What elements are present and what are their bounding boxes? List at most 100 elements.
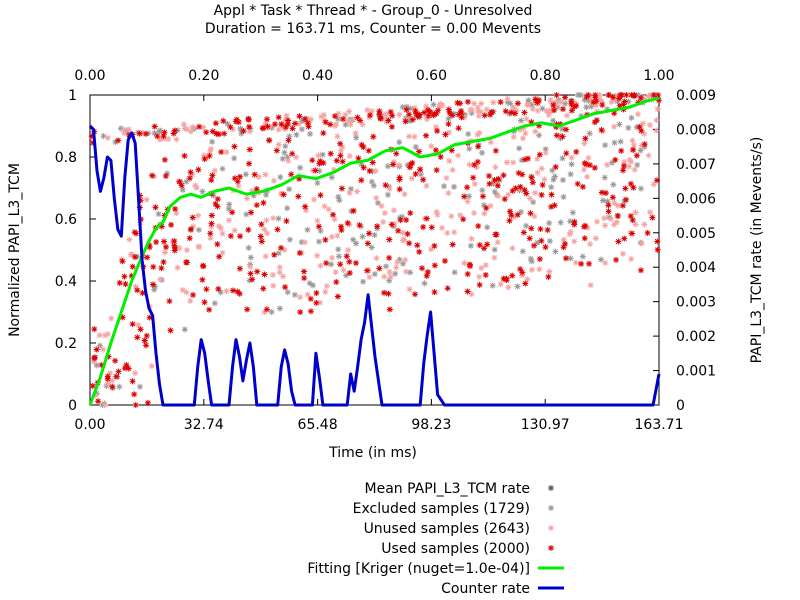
unused-sample-point	[513, 107, 520, 114]
excl-sample-point	[465, 193, 472, 200]
unused-sample-point	[396, 162, 403, 169]
used-sample-point	[461, 193, 468, 200]
used-sample-point	[590, 99, 597, 106]
used-sample-point	[278, 121, 285, 128]
unused-sample-point	[109, 377, 116, 384]
unused-sample-point	[373, 195, 380, 202]
unused-sample-point	[534, 156, 541, 163]
used-sample-point	[366, 230, 373, 237]
excl-sample-point	[317, 227, 324, 234]
used-sample-point	[245, 226, 252, 233]
used-sample-point	[355, 155, 362, 162]
used-sample-point	[320, 159, 327, 166]
unused-sample-point	[432, 123, 439, 130]
used-sample-point	[464, 98, 471, 105]
used-sample-point	[289, 150, 296, 157]
used-sample-point	[515, 169, 522, 176]
excl-sample-point	[530, 199, 537, 206]
used-sample-point	[131, 391, 138, 398]
used-sample-point	[354, 114, 361, 121]
unused-sample-point	[174, 264, 181, 271]
excl-sample-point	[528, 258, 535, 265]
unused-sample-point	[378, 112, 385, 119]
y-left-tick-label: 1	[68, 88, 77, 104]
used-sample-point	[449, 112, 456, 119]
excl-sample-point	[518, 157, 525, 164]
used-sample-point	[520, 229, 527, 236]
unused-sample-point	[382, 115, 389, 122]
used-sample-point	[627, 213, 634, 220]
used-sample-point	[137, 326, 144, 333]
used-sample-point	[221, 130, 228, 137]
used-sample-point	[464, 184, 471, 191]
unused-sample-point	[638, 142, 645, 149]
used-sample-point	[246, 160, 253, 167]
unused-sample-point	[497, 281, 504, 288]
used-sample-point	[280, 191, 287, 198]
excl-sample-point	[368, 244, 375, 251]
used-sample-point	[119, 258, 126, 265]
scatter-points	[88, 92, 662, 408]
y-left-tick-label: 0.6	[55, 212, 77, 228]
used-sample-point	[630, 146, 637, 153]
unused-sample-point	[346, 108, 353, 115]
unused-sample-point	[323, 283, 330, 290]
excl-sample-point	[100, 133, 107, 140]
used-sample-point	[284, 121, 291, 128]
used-sample-point	[251, 171, 258, 178]
used-sample-point	[214, 241, 221, 248]
used-sample-point	[91, 355, 98, 362]
unused-sample-point	[330, 166, 337, 173]
series-lines	[88, 96, 661, 407]
used-sample-point	[598, 127, 605, 134]
unused-sample-point	[541, 176, 548, 183]
used-sample-point	[116, 279, 123, 286]
unused-sample-point	[139, 129, 146, 136]
unused-sample-point	[394, 259, 401, 266]
used-sample-point	[170, 130, 177, 137]
excl-sample-point	[399, 213, 406, 220]
used-sample-point	[214, 203, 221, 210]
used-sample-point	[317, 158, 324, 165]
excl-sample-point	[242, 171, 249, 178]
used-sample-point	[186, 235, 193, 242]
used-sample-point	[655, 97, 662, 104]
used-sample-point	[521, 109, 528, 116]
used-sample-point	[500, 172, 507, 179]
used-sample-point	[339, 158, 346, 165]
unused-sample-point	[366, 114, 373, 121]
excl-sample-point	[103, 382, 110, 389]
excl-sample-point	[145, 130, 152, 137]
used-sample-point	[154, 133, 161, 140]
unused-sample-point	[180, 121, 187, 128]
unused-sample-point	[235, 183, 242, 190]
used-sample-point	[622, 196, 629, 203]
used-sample-point	[91, 326, 98, 333]
unused-sample-point	[536, 266, 543, 273]
excl-sample-point	[466, 145, 473, 152]
unused-sample-point	[428, 143, 435, 150]
unused-sample-point	[208, 223, 215, 230]
used-sample-point	[139, 289, 146, 296]
excl-sample-point	[247, 254, 254, 261]
unused-sample-point	[406, 133, 413, 140]
used-sample-point	[183, 259, 190, 266]
used-sample-point	[141, 337, 148, 344]
used-sample-point	[563, 126, 570, 133]
used-sample-point	[562, 240, 569, 247]
used-sample-point	[137, 197, 144, 204]
unused-sample-point	[438, 102, 445, 109]
tick-labels: 0.00 32.74 65.48 98.23 130.97 163.710.00 0.20 0…	[55, 68, 716, 433]
used-sample-point	[263, 306, 270, 313]
unused-sample-point	[614, 202, 621, 209]
used-sample-point	[89, 139, 96, 146]
excl-sample-point	[314, 179, 321, 186]
used-sample-point	[208, 220, 215, 227]
used-sample-point	[464, 271, 471, 278]
unused-sample-point	[195, 212, 202, 219]
used-sample-point	[551, 107, 558, 114]
unused-sample-point	[148, 363, 155, 370]
used-sample-point	[195, 166, 202, 173]
excl-sample-point	[491, 188, 498, 195]
used-sample-point	[260, 199, 267, 206]
